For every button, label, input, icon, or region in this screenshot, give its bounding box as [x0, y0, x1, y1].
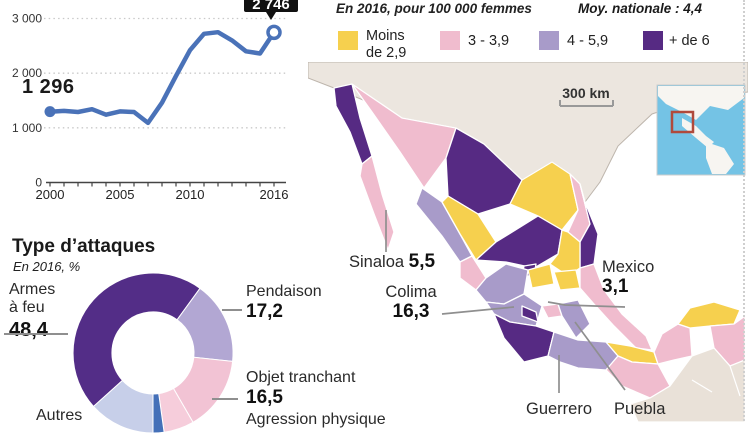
legend-swatch-dark-purple: [643, 31, 663, 50]
mexico-choropleth-map: 300 km: [308, 62, 748, 422]
sharp-object-value: 16,5: [246, 387, 283, 408]
puebla-leader-line: [574, 321, 626, 391]
state-guanajuato: [527, 263, 555, 289]
hanging-label-text: Pendaison: [246, 283, 322, 300]
legend-item-less-29: [338, 31, 358, 55]
firearms-leader-line: [4, 333, 68, 335]
colima-value: 16,3: [392, 301, 430, 322]
sharp-object-leader-line: [212, 398, 238, 400]
legend-label-line2: de 2,9: [366, 45, 407, 61]
map-callout-lines: [385, 210, 626, 393]
legend-label-less-29: Moins de 2,9: [366, 28, 406, 62]
mexico-leader-line: [547, 301, 626, 308]
inset-mexico-highlight-box: [670, 110, 695, 134]
colima-label: Colima 16,3: [378, 283, 444, 322]
state-campeche: [653, 323, 693, 365]
legend-swatch-light-purple: [539, 31, 559, 50]
hanging-label: Pendaison 17,2: [246, 283, 322, 323]
svg-text:2000: 2000: [36, 187, 65, 202]
attack-types-donut-chart: [72, 272, 234, 434]
inset-locator-map: [656, 84, 746, 176]
state-hidalgo: [553, 269, 581, 291]
colima-leader-line: [441, 306, 515, 315]
inset-north-america: [658, 86, 744, 120]
sharp-object-label-text: Objet tranchant: [246, 369, 356, 386]
colima-name: Colima: [385, 283, 437, 301]
mexico-states: [333, 83, 746, 399]
others-label: Autres: [36, 407, 83, 424]
sinaloa-value: 5,5: [408, 251, 436, 272]
legend-swatch-yellow: [338, 31, 358, 50]
infographic-right-border: [743, 0, 745, 421]
svg-text:1 000: 1 000: [12, 121, 42, 135]
firearms-label-text: Armes à feu: [9, 281, 55, 317]
donut-subtitle: En 2016, %: [13, 259, 81, 274]
scale-bar: [559, 100, 614, 107]
sinaloa-name: Sinaloa: [349, 253, 405, 271]
sharp-object-label: Objet tranchant 16,5: [246, 369, 355, 409]
guerrero-label: Guerrero: [526, 400, 593, 418]
state-yucatan: [677, 301, 741, 329]
hanging-leader-line: [222, 309, 242, 311]
inset-central-america: [682, 118, 714, 148]
mexico-value: 3,1: [602, 276, 629, 297]
state-chiapas: [605, 355, 671, 399]
state-sonora: [351, 83, 457, 189]
svg-text:2 746: 2 746: [252, 0, 290, 13]
firearms-value: 48,4: [9, 319, 48, 341]
legend-label-4-59: 4 - 5,9: [567, 33, 609, 49]
firearms-label: Armes à feu 48,4: [9, 281, 55, 342]
legend-label-3-39: 3 - 3,9: [468, 33, 510, 49]
map-legend-title: En 2016, pour 100 000 femmes: [336, 1, 532, 16]
svg-text:2005: 2005: [106, 187, 135, 202]
sinaloa-label: Sinaloa 5,5: [349, 252, 435, 272]
legend-label-6plus: + de 6: [669, 33, 710, 49]
mexico-label: Mexico 3,1: [602, 258, 654, 297]
hanging-value: 17,2: [246, 301, 283, 322]
svg-text:2016: 2016: [260, 187, 289, 202]
guatemala-internal-borders: [691, 365, 741, 397]
inset-south-america: [706, 142, 734, 174]
firearms-label-line: Armes à feu: [9, 281, 56, 316]
line-chart-first-value: 1 296: [22, 76, 75, 98]
physical-assault-label: Agression physique: [246, 411, 386, 428]
svg-text:0: 0: [35, 176, 42, 190]
legend-swatch-pink: [440, 31, 460, 50]
svg-text:2010: 2010: [176, 187, 205, 202]
scale-bar-label: 300 km: [562, 85, 609, 101]
state-colima: [521, 305, 539, 323]
state-chihuahua: [445, 127, 523, 215]
puebla-label: Puebla: [614, 400, 666, 418]
legend-item-6plus: [643, 31, 663, 55]
legend-item-3-39: [440, 31, 460, 55]
guatemala-belize-landmass: [629, 347, 746, 422]
infographic-femicides-mexico: { "accent_colors": { "line_blue": "#4a72…: [4, 0, 748, 433]
state-coahuila: [509, 161, 579, 231]
svg-text:2 000: 2 000: [12, 66, 42, 80]
state-baja-california-sur: [359, 155, 395, 251]
national-average-label: Moy. nationale : 4,4: [578, 1, 703, 16]
state-zacatecas: [475, 215, 563, 269]
legend-item-4-59: [539, 31, 559, 55]
svg-text:3 000: 3 000: [12, 12, 42, 26]
donut-title: Type d’attaques: [12, 236, 156, 257]
mexico-name: Mexico: [602, 258, 655, 276]
state-puebla: [557, 299, 591, 339]
legend-label-line1: Moins: [366, 28, 405, 44]
